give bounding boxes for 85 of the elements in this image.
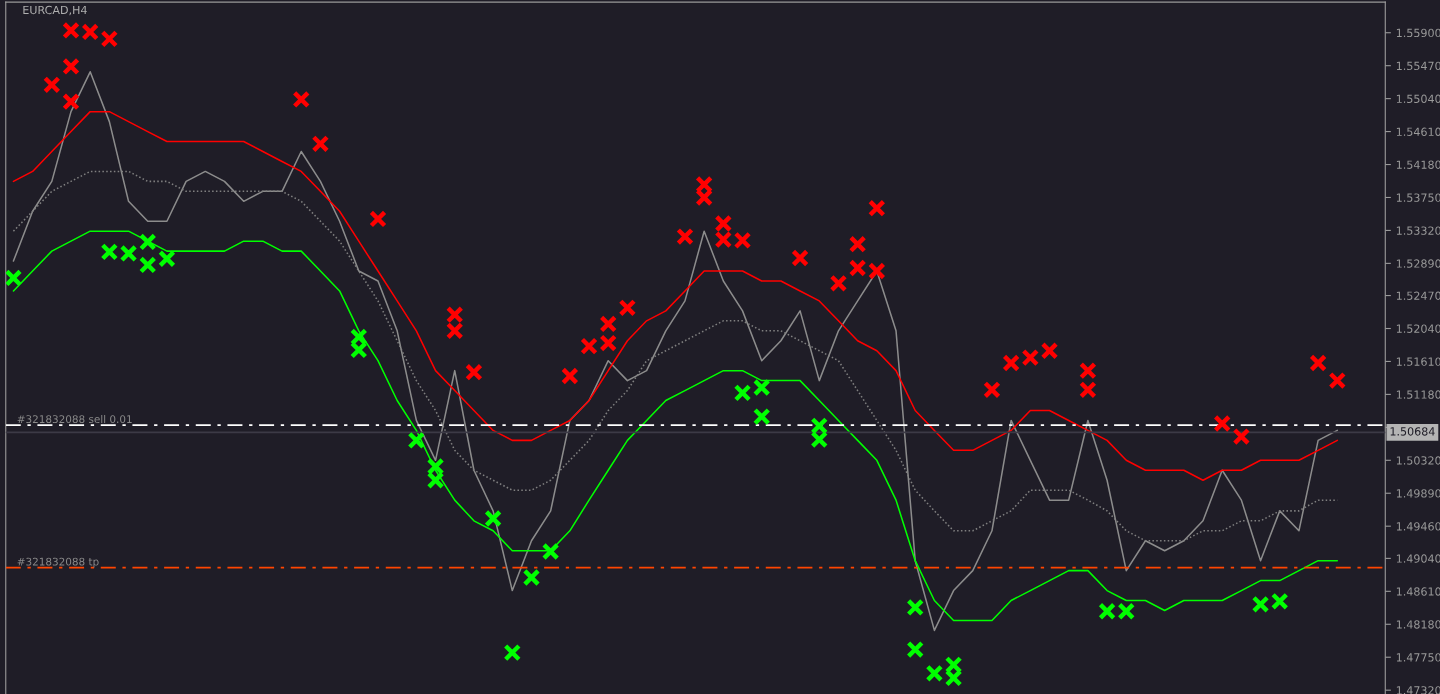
point (1270, 592, 1289, 611)
y-tick-label: 1.50320 (1396, 456, 1440, 465)
y-tick-label: 1.54180 (1396, 160, 1440, 169)
y-tick-label: 1.48180 (1396, 620, 1440, 629)
point (944, 669, 963, 687)
point (676, 227, 694, 246)
y-tick-label: 1.47750 (1396, 653, 1440, 662)
ref-line-label: 1.50684 (1390, 427, 1435, 436)
point (100, 30, 119, 48)
point (445, 321, 464, 340)
point (752, 407, 771, 426)
y-tick-label: 1.51180 (1396, 390, 1440, 399)
point (599, 334, 618, 352)
point (138, 256, 157, 274)
point (292, 90, 311, 109)
point (829, 274, 848, 293)
point (158, 249, 176, 268)
point (522, 568, 541, 587)
point (5, 269, 23, 287)
point (349, 341, 368, 359)
point (426, 457, 445, 476)
y-tick-label: 1.49890 (1396, 489, 1440, 498)
point (810, 417, 829, 435)
ref-line-label: #321832088 tp (17, 557, 99, 568)
point (43, 76, 61, 94)
y-tick-label: 1.52890 (1396, 259, 1440, 268)
point (1232, 427, 1251, 446)
point (1002, 354, 1020, 372)
point (561, 367, 579, 385)
y-tick-label: 1.53750 (1396, 193, 1440, 202)
point (791, 249, 809, 267)
y-tick-label: 1.49040 (1396, 554, 1440, 563)
point (618, 299, 637, 317)
point (62, 57, 80, 76)
y-tick-label: 1.53320 (1396, 226, 1440, 235)
ref-line-label: #321832088 sell 0.01 (17, 414, 132, 424)
y-tick-label: 1.52040 (1396, 324, 1440, 333)
line-series (12, 110, 1339, 481)
point (1328, 371, 1347, 390)
point (752, 378, 771, 397)
point (1040, 341, 1059, 360)
point (1309, 354, 1327, 372)
point (349, 328, 368, 346)
y-tick-label: 1.51610 (1396, 357, 1440, 366)
y-tick-label: 1.55040 (1396, 94, 1440, 104)
point (848, 259, 867, 277)
chart-title: EURCAD,H4 (23, 5, 87, 16)
y-tick-label: 1.54610 (1396, 127, 1440, 136)
point (580, 337, 598, 355)
point (906, 598, 925, 617)
point (407, 431, 426, 450)
y-tick-label: 1.47320 (1396, 686, 1440, 694)
y-tick-label: 1.48610 (1396, 587, 1440, 596)
point (484, 509, 502, 528)
point (925, 664, 944, 683)
point (426, 471, 445, 490)
point (868, 262, 886, 280)
point (369, 210, 387, 228)
point (868, 199, 886, 218)
point (62, 92, 80, 111)
point (599, 315, 618, 333)
point (1213, 414, 1231, 433)
point (1021, 348, 1040, 367)
line-series (12, 71, 1339, 632)
point (445, 305, 464, 324)
point (695, 188, 713, 207)
point (848, 235, 867, 254)
point (1079, 361, 1097, 380)
point (714, 214, 733, 233)
point (733, 384, 752, 402)
y-tick-label: 1.49460 (1396, 522, 1440, 531)
y-tick-label: 1.52470 (1396, 291, 1440, 300)
point (906, 640, 925, 659)
point (138, 233, 157, 251)
y-tick-label: 1.55900 (1396, 28, 1440, 38)
point (983, 380, 1001, 399)
point (465, 363, 483, 381)
point (311, 135, 330, 153)
point (1251, 595, 1270, 614)
y-tick-label: 1.55470 (1396, 61, 1440, 71)
point (503, 643, 522, 662)
point (944, 656, 963, 674)
point (810, 430, 829, 449)
point (1079, 380, 1097, 399)
point (541, 542, 560, 561)
